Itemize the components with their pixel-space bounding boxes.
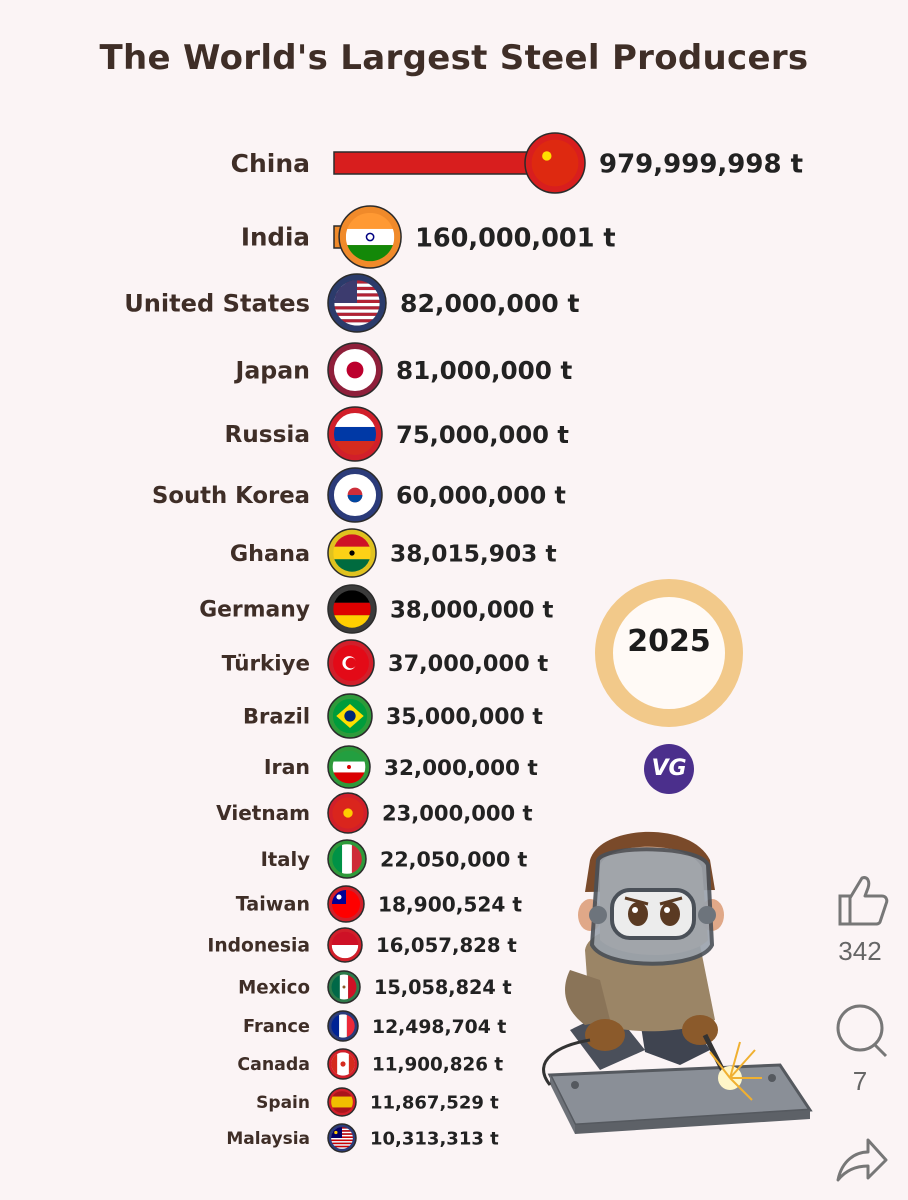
bar-row: Canada 11,900,826 t [237, 1048, 503, 1080]
indonesia-flag-icon [331, 931, 359, 959]
value-label: 75,000,000 t [396, 421, 569, 449]
share-icon [836, 1138, 888, 1182]
bar-row: Türkiye 37,000,000 t [222, 639, 548, 687]
value-label: 32,000,000 t [384, 756, 538, 781]
value-label: 11,867,529 t [370, 1092, 499, 1113]
category-label: Japan [234, 356, 310, 384]
value-label: 160,000,001 t [415, 223, 616, 253]
year-label: 2025 [627, 624, 711, 659]
bar-row: Taiwan 18,900,524 t [236, 885, 522, 923]
bar-row: Vietnam 23,000,000 t [216, 792, 533, 834]
category-label: Iran [264, 755, 310, 779]
value-label: 37,000,000 t [388, 651, 548, 677]
value-label: 60,000,000 t [396, 482, 566, 510]
bar-row: France 12,498,704 t [243, 1010, 506, 1042]
turkiye-flag-icon [333, 645, 369, 681]
value-label: 81,000,000 t [396, 356, 572, 385]
category-label: South Korea [152, 483, 310, 509]
category-label: Italy [261, 848, 311, 871]
category-label: United States [124, 289, 310, 317]
bar-row: Italy 22,050,000 t [261, 839, 527, 879]
taiwan-flag-icon [331, 889, 361, 919]
usa-flag-icon [334, 280, 380, 326]
category-label: India [241, 223, 310, 252]
russia-flag-icon [333, 412, 377, 456]
value-label: 11,900,826 t [372, 1055, 503, 1076]
category-label: Russia [224, 421, 310, 448]
bar-row: Russia 75,000,000 t [224, 406, 569, 462]
comment-count: 7 [852, 1066, 868, 1096]
bar-row: Malaysia 10,313,313 t [226, 1123, 499, 1153]
value-label: 18,900,524 t [378, 892, 522, 916]
china-flag-icon [531, 139, 579, 187]
bar-row: United States 82,000,000 t [124, 273, 579, 333]
bar-row: Spain 11,867,529 t [256, 1087, 499, 1117]
thumbs-up-icon [838, 876, 889, 926]
bar-row: Indonesia 16,057,828 t [207, 927, 517, 963]
value-label: 10,313,313 t [370, 1128, 499, 1149]
bar-row: South Korea 60,000,000 t [152, 467, 566, 523]
bar-row: India 160,000,001 t [241, 205, 616, 269]
bar-row: Brazil 35,000,000 t [243, 693, 543, 739]
bar-row: China 979,999,998 t [231, 132, 803, 194]
vietnam-flag-icon [332, 797, 364, 829]
bar-row: Ghana 38,015,903 t [230, 528, 557, 578]
spain-flag-icon [331, 1091, 353, 1113]
value-label: 16,057,828 t [376, 934, 517, 957]
bar-row: Japan 81,000,000 t [234, 342, 572, 398]
category-label: Ghana [230, 541, 310, 567]
iran-flag-icon [332, 750, 366, 784]
mexico-flag-icon [331, 974, 357, 1000]
ghana-flag-icon [333, 534, 371, 572]
value-label: 979,999,998 t [599, 150, 803, 180]
category-label: Taiwan [236, 893, 310, 916]
bar-row: Iran 32,000,000 t [264, 745, 538, 789]
france-flag-icon [331, 1014, 355, 1038]
category-label: Malaysia [226, 1129, 310, 1149]
category-label: Türkiye [222, 651, 310, 676]
comment-icon [836, 1004, 888, 1058]
bar-row: Mexico 15,058,824 t [238, 970, 512, 1004]
category-label: Mexico [238, 977, 310, 998]
bar [333, 151, 556, 175]
like-count: 342 [838, 936, 882, 966]
category-label: Germany [199, 598, 310, 623]
value-label: 82,000,000 t [400, 289, 579, 318]
vg-logo: VG [644, 744, 694, 794]
india-flag-icon [345, 212, 395, 262]
category-label: Spain [256, 1093, 310, 1113]
category-label: Indonesia [207, 936, 310, 957]
value-label: 38,015,903 t [390, 540, 557, 567]
like-button[interactable] [820, 870, 900, 934]
germany-flag-icon [333, 590, 371, 628]
category-label: France [243, 1016, 310, 1037]
comment-button[interactable] [820, 1000, 900, 1064]
canada-flag-icon [331, 1052, 355, 1076]
bar-row: Germany 38,000,000 t [199, 584, 553, 634]
brazil-flag-icon [332, 698, 368, 734]
value-label: 38,000,000 t [390, 597, 553, 623]
malaysia-flag-icon [331, 1127, 353, 1149]
category-label: Canada [237, 1055, 310, 1075]
category-label: Vietnam [216, 801, 310, 825]
italy-flag-icon [332, 844, 362, 874]
year-ring [595, 579, 743, 727]
value-label: 15,058,824 t [374, 976, 512, 999]
share-button[interactable] [820, 1130, 900, 1194]
category-label: Brazil [243, 704, 310, 728]
value-label: 12,498,704 t [372, 1017, 506, 1038]
japan-flag-icon [333, 348, 377, 392]
chart-title: The World's Largest Steel Producers [99, 38, 809, 78]
value-label: 23,000,000 t [382, 801, 533, 826]
value-label: 22,050,000 t [380, 847, 527, 871]
value-label: 35,000,000 t [386, 705, 543, 730]
south-korea-flag-icon [333, 473, 377, 517]
category-label: China [231, 149, 310, 178]
welder-illustration [542, 831, 813, 1134]
